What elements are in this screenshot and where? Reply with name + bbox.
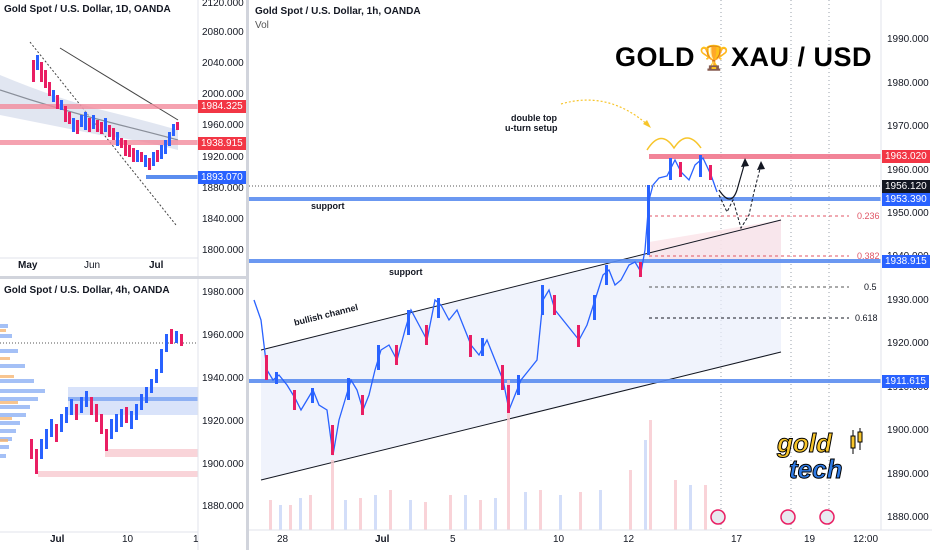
fib-level-label: 0.382	[857, 251, 880, 261]
daily-price-tick: 1880.000	[202, 183, 244, 194]
h1-price-tick: 1890.000	[887, 469, 929, 480]
daily-chart-canvas	[0, 0, 199, 276]
h1-price-tick: 1990.000	[887, 34, 929, 45]
h1-time-tick: 12:00	[853, 534, 879, 545]
daily-price-tick: 1840.000	[202, 214, 244, 225]
h1-price-tick: 1930.000	[887, 295, 929, 306]
h1-price-tick: 1970.000	[887, 121, 929, 132]
h1-candles	[253, 155, 718, 456]
fib-level-label: 0.618	[855, 313, 878, 323]
daily-price-tick: 2000.000	[202, 89, 244, 100]
double-top-label: double top	[511, 113, 557, 123]
h4-price-tick: 1920.000	[202, 416, 244, 427]
h4-candles	[30, 329, 183, 474]
daily-time-tick: May	[18, 260, 38, 271]
h4-chart-canvas	[0, 279, 199, 550]
h1-time-tick: 12	[623, 534, 635, 545]
h4-chart-title: Gold Spot / U.S. Dollar, 4h, OANDA	[4, 285, 170, 296]
h1-chart-canvas	[249, 0, 932, 531]
h1-time-tick: Jul	[375, 534, 390, 545]
h1-price-tick: 1880.000	[887, 512, 929, 523]
daily-price-tick: 2040.000	[202, 58, 244, 69]
panel-divider-horizontal[interactable]	[0, 276, 246, 279]
headline-left: GOLD	[615, 42, 695, 72]
h1-time-tick: 19	[804, 534, 816, 545]
logo-bottom-text: tech	[788, 454, 843, 485]
h1-price-tag: 1911.615	[882, 375, 929, 388]
h4-time-tick: 1	[193, 534, 199, 545]
h1-chart-title: Gold Spot / U.S. Dollar, 1h, OANDA	[255, 6, 421, 17]
daily-price-tag: 1938.915	[198, 137, 246, 150]
h1-time-tick: 10	[553, 534, 565, 545]
candlestick-logo-icon	[850, 428, 863, 454]
daily-time-tick: Jun	[84, 260, 101, 271]
volume-label: Vol	[255, 20, 269, 31]
daily-chart-panel[interactable]: Gold Spot / U.S. Dollar, 1D, OANDA 2120.…	[0, 0, 246, 276]
goldtech-logo: gold tech	[777, 428, 867, 488]
support-label-lower: support	[389, 267, 423, 277]
h1-price-tag: 1938.915	[882, 255, 930, 268]
daily-price-tick: 1960.000	[202, 120, 244, 131]
daily-candles	[32, 55, 179, 170]
daily-price-tick: 2120.000	[202, 0, 244, 9]
h1-chart-panel[interactable]: Gold Spot / U.S. Dollar, 1h, OANDA Vol G…	[249, 0, 932, 550]
h1-time-tick: 17	[731, 534, 743, 545]
h1-price-tick: 1900.000	[887, 425, 929, 436]
daily-price-tick: 1920.000	[202, 152, 244, 163]
headline-right: XAU / USD	[731, 42, 873, 72]
trophy-icon: 🏆	[699, 45, 729, 72]
h4-time-tick: Jul	[50, 534, 65, 545]
h4-price-tick: 1980.000	[202, 287, 244, 298]
h4-price-tick: 1960.000	[202, 330, 244, 341]
h4-price-tick: 1940.000	[202, 373, 244, 384]
h4-time-tick: 10	[122, 534, 134, 545]
h4-price-tick: 1880.000	[202, 501, 244, 512]
h1-time-tick: 28	[277, 534, 289, 545]
daily-price-tick: 2080.000	[202, 27, 244, 38]
fib-level-label: 0.236	[857, 211, 880, 221]
h1-price-tag: 1953.390	[882, 193, 930, 206]
daily-chart-title: Gold Spot / U.S. Dollar, 1D, OANDA	[4, 4, 171, 15]
h1-price-tick: 1950.000	[887, 208, 929, 219]
h1-price-tick: 1960.000	[887, 165, 929, 176]
h1-price-tag: 1963.020	[882, 150, 930, 163]
daily-time-tick: Jul	[149, 260, 164, 271]
u-turn-label: u-turn setup	[505, 123, 558, 133]
h1-price-tick: 1920.000	[887, 338, 929, 349]
h1-time-tick: 5	[450, 534, 456, 545]
h1-price-tick: 1980.000	[887, 78, 929, 89]
h1-price-tag: 1956.120	[882, 180, 930, 193]
fib-level-label: 0.5	[864, 282, 877, 292]
daily-price-tag: 1984.325	[198, 100, 246, 113]
daily-price-tag: 1893.070	[198, 171, 246, 184]
h4-chart-panel[interactable]: Gold Spot / U.S. Dollar, 4h, OANDA 1980.…	[0, 279, 246, 550]
daily-price-tick: 1800.000	[202, 245, 244, 256]
event-flag-icons	[710, 509, 835, 525]
support-label-upper: support	[311, 201, 345, 211]
panel-divider-vertical[interactable]	[246, 0, 249, 550]
logo-top-text: gold	[777, 428, 833, 459]
h4-price-tick: 1900.000	[202, 459, 244, 470]
